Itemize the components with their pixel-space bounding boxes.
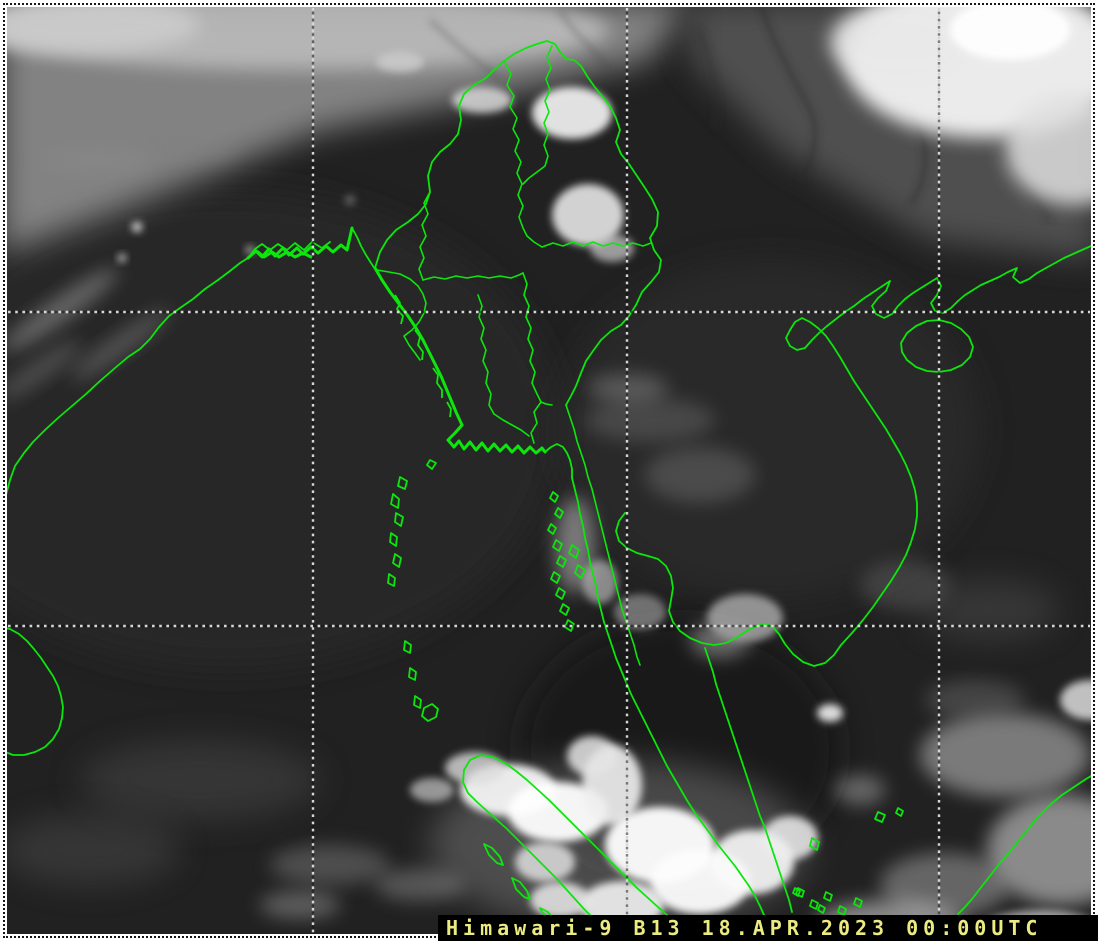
island-sumatra	[421, 703, 669, 921]
graticule	[8, 8, 1090, 934]
caption-text: Himawari-9 B13 18.APR.2023 00:00UTC	[446, 916, 1043, 940]
island-sri-lanka	[7, 627, 64, 756]
border-myanmar-north	[374, 40, 662, 406]
coastline-rakhine-scribble	[394, 294, 452, 418]
islands-andaman-nicobar	[387, 459, 437, 709]
islands-mergui	[547, 491, 586, 632]
coastline-india-east	[7, 241, 331, 495]
coastline-sundarbans-delta	[246, 226, 354, 260]
coastline-borneo	[792, 775, 1091, 915]
border-myanmar-states	[376, 45, 652, 444]
coastline-thai-peninsula-east	[704, 647, 793, 913]
caption-bar: Himawari-9 B13 18.APR.2023 00:00UTC	[438, 915, 1098, 941]
coastline-irrawaddy-delta	[446, 423, 547, 455]
coastline-indochina	[615, 244, 1091, 667]
coastline-mon-tanintharyi	[571, 477, 765, 916]
coastline-gulf-of-martaban	[544, 443, 573, 479]
island-hainan	[900, 319, 974, 373]
map-overlay	[7, 40, 1091, 921]
coastline-rakhine	[373, 266, 464, 427]
